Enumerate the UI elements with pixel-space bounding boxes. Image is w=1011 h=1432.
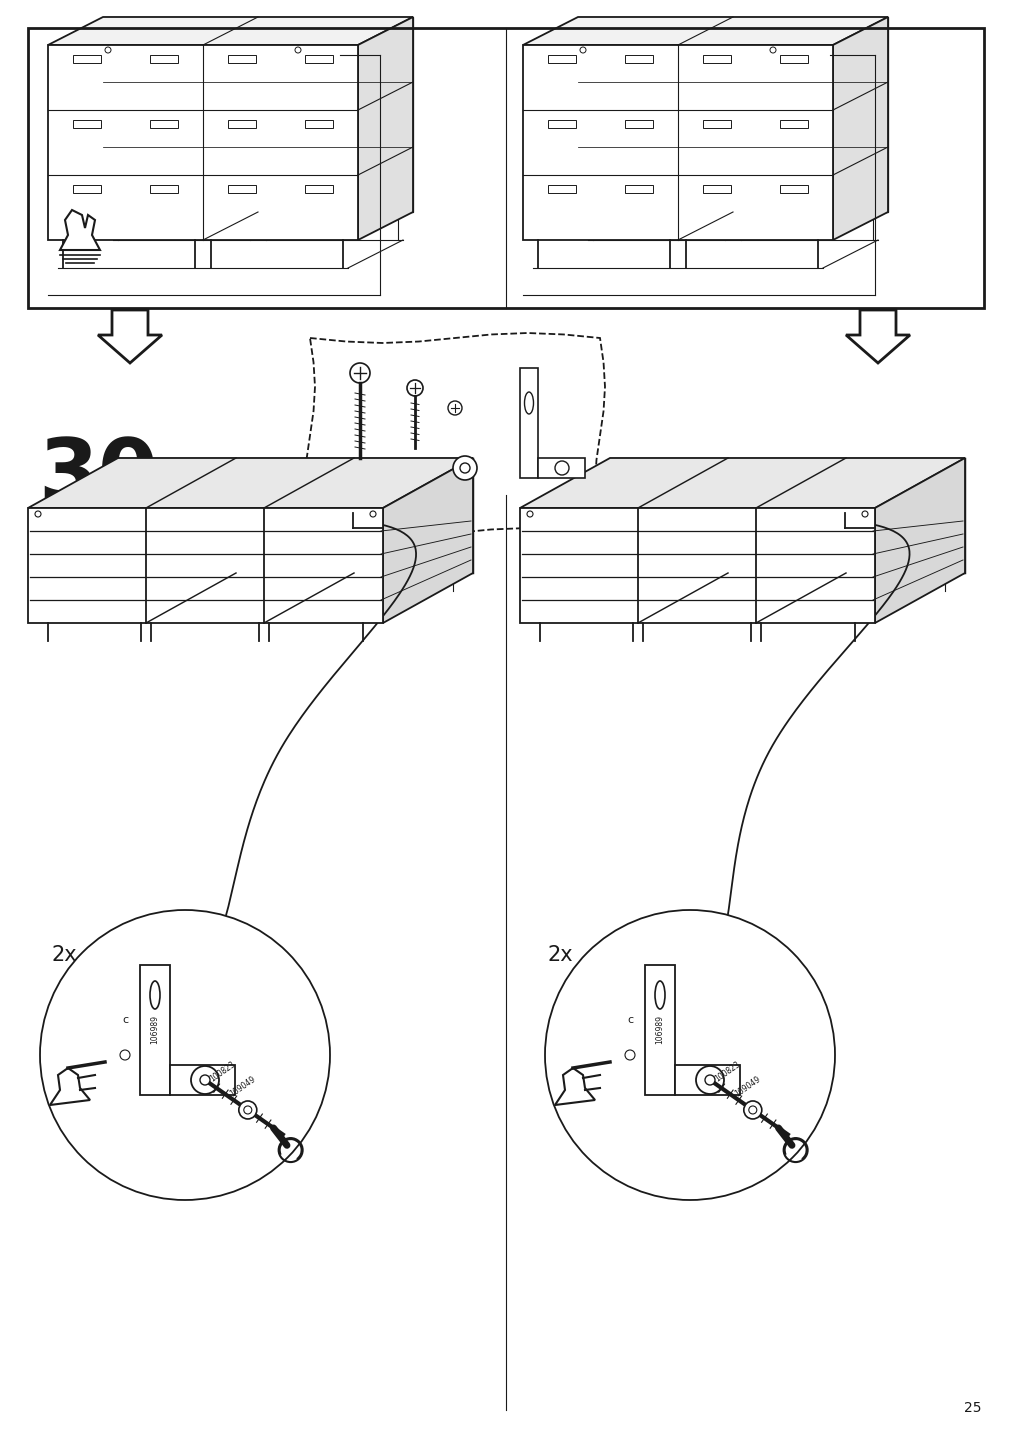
Text: 30: 30 — [38, 435, 158, 518]
Polygon shape — [538, 458, 584, 478]
Polygon shape — [150, 54, 178, 63]
Polygon shape — [98, 309, 162, 362]
Polygon shape — [170, 1065, 235, 1095]
Circle shape — [460, 463, 469, 473]
Polygon shape — [103, 17, 412, 212]
Polygon shape — [674, 1065, 739, 1095]
Circle shape — [200, 1075, 210, 1085]
Polygon shape — [28, 458, 472, 508]
Polygon shape — [625, 54, 653, 63]
Polygon shape — [779, 120, 808, 127]
Polygon shape — [702, 185, 730, 193]
Circle shape — [748, 1106, 756, 1114]
Circle shape — [191, 1065, 218, 1094]
Circle shape — [705, 1075, 715, 1085]
Text: 106989: 106989 — [151, 1015, 160, 1044]
Polygon shape — [140, 965, 170, 1095]
Circle shape — [350, 362, 370, 382]
Circle shape — [545, 909, 834, 1200]
Polygon shape — [305, 54, 333, 63]
Polygon shape — [832, 17, 887, 241]
Polygon shape — [118, 458, 472, 573]
Text: c: c — [627, 1015, 633, 1025]
Polygon shape — [28, 508, 382, 623]
Circle shape — [453, 455, 476, 480]
Polygon shape — [305, 185, 333, 193]
Polygon shape — [227, 54, 256, 63]
Text: 2x: 2x — [52, 945, 78, 965]
Polygon shape — [73, 185, 101, 193]
Polygon shape — [73, 54, 101, 63]
Polygon shape — [150, 185, 178, 193]
Polygon shape — [625, 120, 653, 127]
Polygon shape — [73, 120, 101, 127]
Polygon shape — [48, 17, 412, 44]
Polygon shape — [227, 185, 256, 193]
Polygon shape — [48, 44, 358, 241]
Polygon shape — [227, 120, 256, 127]
Polygon shape — [523, 44, 832, 241]
Polygon shape — [779, 54, 808, 63]
Polygon shape — [150, 120, 178, 127]
Polygon shape — [779, 185, 808, 193]
Polygon shape — [520, 508, 875, 623]
Polygon shape — [50, 1068, 90, 1106]
Polygon shape — [577, 17, 887, 212]
Polygon shape — [875, 458, 964, 623]
Circle shape — [743, 1101, 761, 1118]
Text: 100823: 100823 — [207, 1060, 237, 1084]
Text: 106989: 106989 — [655, 1015, 664, 1044]
Polygon shape — [625, 185, 653, 193]
Polygon shape — [547, 120, 575, 127]
Text: 25: 25 — [963, 1400, 981, 1415]
Text: 109049: 109049 — [227, 1074, 257, 1098]
Polygon shape — [547, 54, 575, 63]
Text: 109049: 109049 — [732, 1074, 761, 1098]
Polygon shape — [845, 309, 909, 362]
Text: 100823: 100823 — [712, 1060, 741, 1084]
Polygon shape — [520, 458, 964, 508]
Polygon shape — [60, 211, 100, 251]
Polygon shape — [382, 458, 472, 623]
Polygon shape — [305, 120, 333, 127]
Polygon shape — [547, 185, 575, 193]
Polygon shape — [702, 120, 730, 127]
Polygon shape — [610, 458, 964, 573]
Circle shape — [239, 1101, 257, 1118]
Text: c: c — [121, 1015, 128, 1025]
Circle shape — [40, 909, 330, 1200]
Polygon shape — [520, 368, 538, 478]
Polygon shape — [358, 17, 412, 241]
Circle shape — [406, 379, 423, 397]
Text: 2x: 2x — [548, 945, 573, 965]
Circle shape — [244, 1106, 252, 1114]
Circle shape — [448, 401, 462, 415]
Polygon shape — [644, 965, 674, 1095]
Circle shape — [696, 1065, 723, 1094]
Polygon shape — [523, 17, 887, 44]
Polygon shape — [554, 1068, 594, 1106]
Polygon shape — [702, 54, 730, 63]
